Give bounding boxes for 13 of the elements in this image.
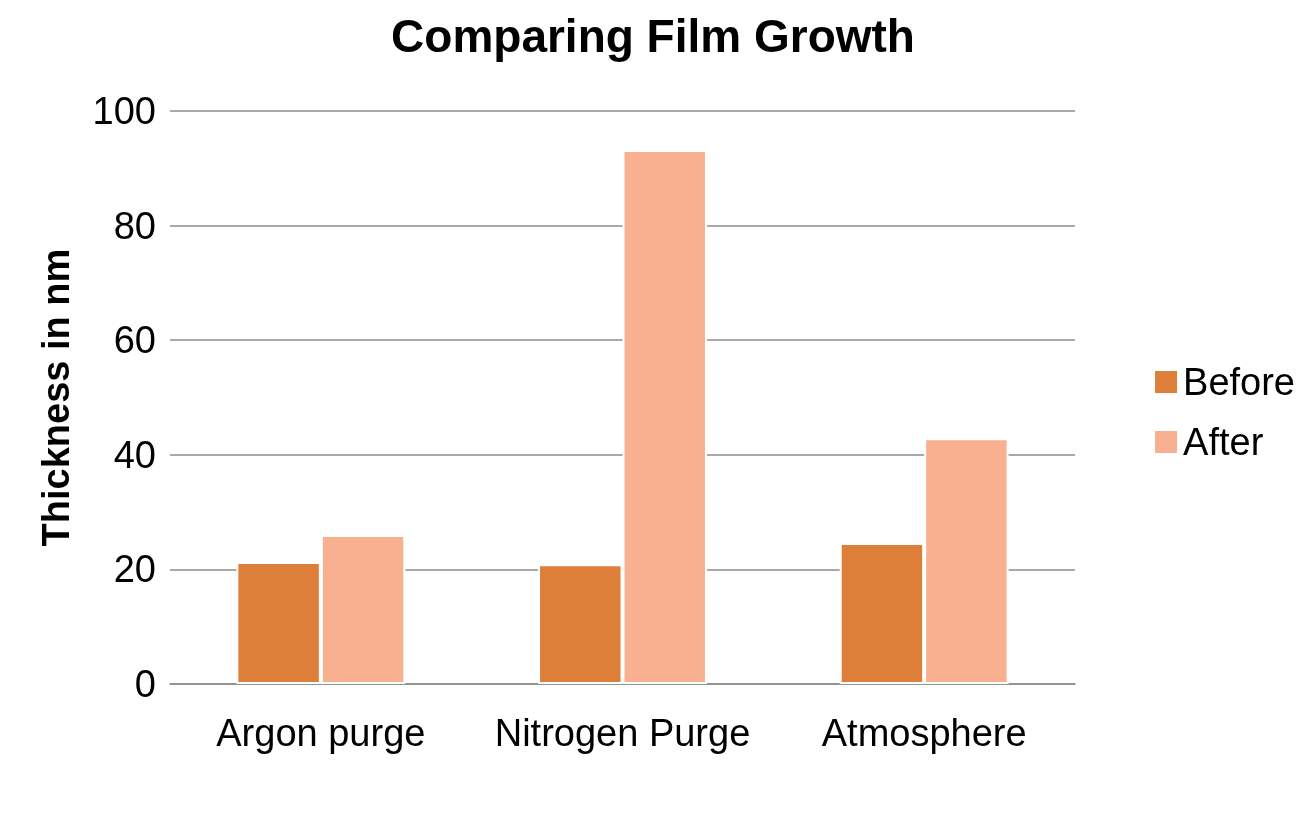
y-tick-label: 80 xyxy=(113,204,156,247)
y-tick-label: 0 xyxy=(134,663,156,705)
y-tick-label: 100 xyxy=(92,90,156,132)
x-tick-label: Argon purge xyxy=(216,712,426,754)
legend-label: After xyxy=(1183,421,1264,463)
x-tick-label: Nitrogen Purge xyxy=(494,712,751,754)
y-tick-label: 60 xyxy=(113,319,156,362)
chart-title: Comparing Film Growth xyxy=(391,10,915,62)
y-tick-label: 20 xyxy=(113,548,156,591)
legend-label: Before xyxy=(1183,361,1296,403)
y-tick-label: 40 xyxy=(113,433,156,476)
x-tick-label: Atmosphere xyxy=(821,712,1027,754)
y-axis-title: Thickness in nm xyxy=(35,248,77,547)
